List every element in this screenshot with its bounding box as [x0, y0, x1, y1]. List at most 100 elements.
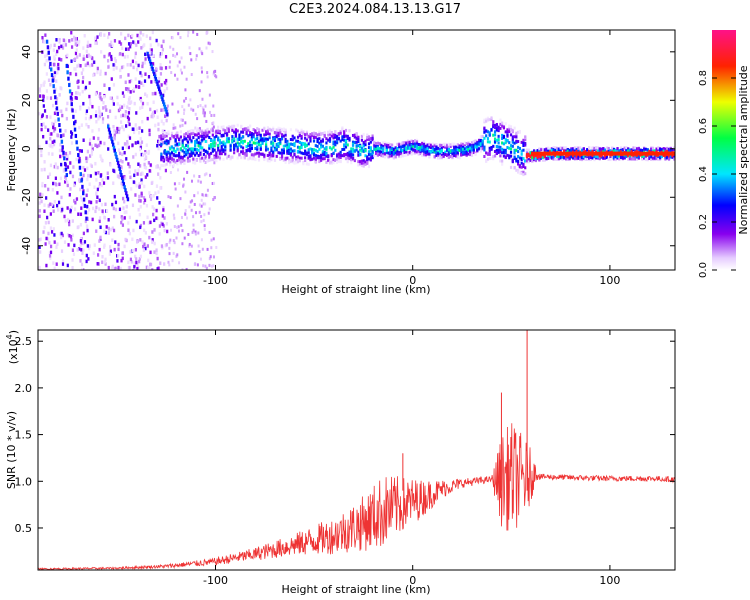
heatmap-cell — [522, 173, 525, 177]
heatmap-cell — [195, 140, 198, 144]
heatmap-cell — [90, 152, 93, 156]
heatmap-cell — [490, 128, 493, 132]
heatmap-cell — [351, 149, 355, 153]
heatmap-cell — [87, 106, 91, 110]
heatmap-cell — [476, 145, 479, 149]
heatmap-cell — [320, 156, 323, 160]
heatmap-cell — [504, 138, 507, 142]
heatmap-cell — [328, 146, 332, 150]
heatmap-cell — [339, 150, 342, 154]
heatmap-cell — [667, 147, 671, 151]
heatmap-cell — [486, 118, 490, 122]
heatmap-cell — [47, 48, 51, 52]
heatmap-cell — [430, 144, 433, 148]
heatmap-cell — [117, 242, 120, 247]
heatmap-cell — [477, 140, 481, 144]
heatmap-cell — [78, 125, 81, 130]
heatmap-cell — [422, 140, 426, 144]
heatmap-cell — [131, 203, 135, 208]
heatmap-cell — [509, 150, 513, 154]
heatmap-cell — [250, 135, 253, 139]
heatmap-cell — [264, 143, 268, 147]
heatmap-cell — [144, 175, 147, 179]
heatmap-cell — [58, 148, 62, 153]
heatmap-cell — [662, 149, 665, 153]
heatmap-cell — [350, 161, 353, 165]
heatmap-cell — [80, 262, 84, 267]
heatmap-cell — [129, 250, 132, 254]
heatmap-cell — [508, 126, 511, 130]
heatmap-cell — [209, 145, 213, 149]
heatmap-cell — [65, 63, 69, 68]
heatmap-cell — [133, 41, 136, 45]
heatmap-cell — [153, 110, 156, 114]
heatmap-cell — [362, 132, 365, 136]
heatmap-cell — [118, 207, 122, 212]
heatmap-cell — [113, 135, 116, 140]
heatmap-cell — [666, 156, 669, 160]
heatmap-cell — [403, 141, 406, 145]
heatmap-cell — [169, 196, 172, 200]
heatmap-cell — [398, 152, 401, 156]
heatmap-cell — [143, 151, 147, 156]
heatmap-cell — [191, 230, 194, 234]
heatmap-cell — [119, 74, 122, 79]
heatmap-cell — [66, 165, 70, 169]
heatmap-cell — [312, 131, 316, 135]
heatmap-cell — [406, 139, 410, 143]
heatmap-cell — [376, 149, 380, 153]
heatmap-cell — [431, 147, 435, 151]
heatmap-cell — [142, 221, 146, 225]
heatmap-cell — [660, 155, 664, 159]
heatmap-cell — [437, 146, 440, 150]
heatmap-cell — [186, 151, 190, 155]
heatmap-cell — [134, 152, 137, 157]
heatmap-cell — [243, 127, 246, 131]
heatmap-cell — [502, 134, 506, 138]
heatmap-cell — [566, 157, 569, 161]
heatmap-cell — [508, 154, 511, 158]
heatmap-cell — [103, 243, 106, 248]
heatmap-cell — [87, 207, 91, 212]
heatmap-cell — [121, 52, 124, 57]
heatmap-cell — [202, 194, 205, 198]
heatmap-cell — [128, 265, 131, 270]
heatmap-cell — [57, 208, 60, 212]
heatmap-cell — [85, 253, 88, 258]
heatmap-cell — [628, 157, 632, 161]
heatmap-cell — [520, 140, 523, 144]
heatmap-cell — [337, 155, 340, 159]
heatmap-cell — [495, 138, 498, 142]
heatmap-cell — [213, 157, 216, 161]
heatmap-cell — [59, 128, 62, 133]
heatmap-cell — [172, 159, 175, 163]
heatmap-cell — [254, 137, 257, 141]
heatmap-cell — [225, 126, 229, 130]
heatmap-cell — [401, 141, 404, 145]
heatmap-cell — [156, 196, 159, 200]
heatmap-cell — [198, 89, 201, 93]
heatmap-cell — [289, 142, 293, 146]
heatmap-cell — [249, 149, 252, 153]
heatmap-cell — [394, 149, 397, 153]
heatmap-cell — [250, 153, 253, 157]
heatmap-cell — [616, 149, 619, 153]
heatmap-cell — [136, 172, 139, 176]
heatmap-cell — [63, 214, 66, 219]
heatmap-cell — [138, 257, 142, 261]
heatmap-cell — [454, 154, 458, 158]
heatmap-cell — [138, 182, 141, 186]
heatmap-cell — [158, 82, 161, 87]
heatmap-cell — [433, 144, 436, 148]
heatmap-cell — [245, 128, 248, 132]
heatmap-cell — [84, 85, 88, 90]
heatmap-cell — [249, 140, 252, 144]
heatmap-cell — [261, 128, 264, 132]
heatmap-cell — [126, 63, 129, 67]
heatmap-cell — [288, 145, 291, 149]
heatmap-cell — [401, 149, 404, 153]
heatmap-cell — [126, 197, 130, 202]
heatmap-cell — [406, 141, 410, 145]
heatmap-cell — [621, 148, 624, 152]
heatmap-cell — [266, 158, 269, 162]
